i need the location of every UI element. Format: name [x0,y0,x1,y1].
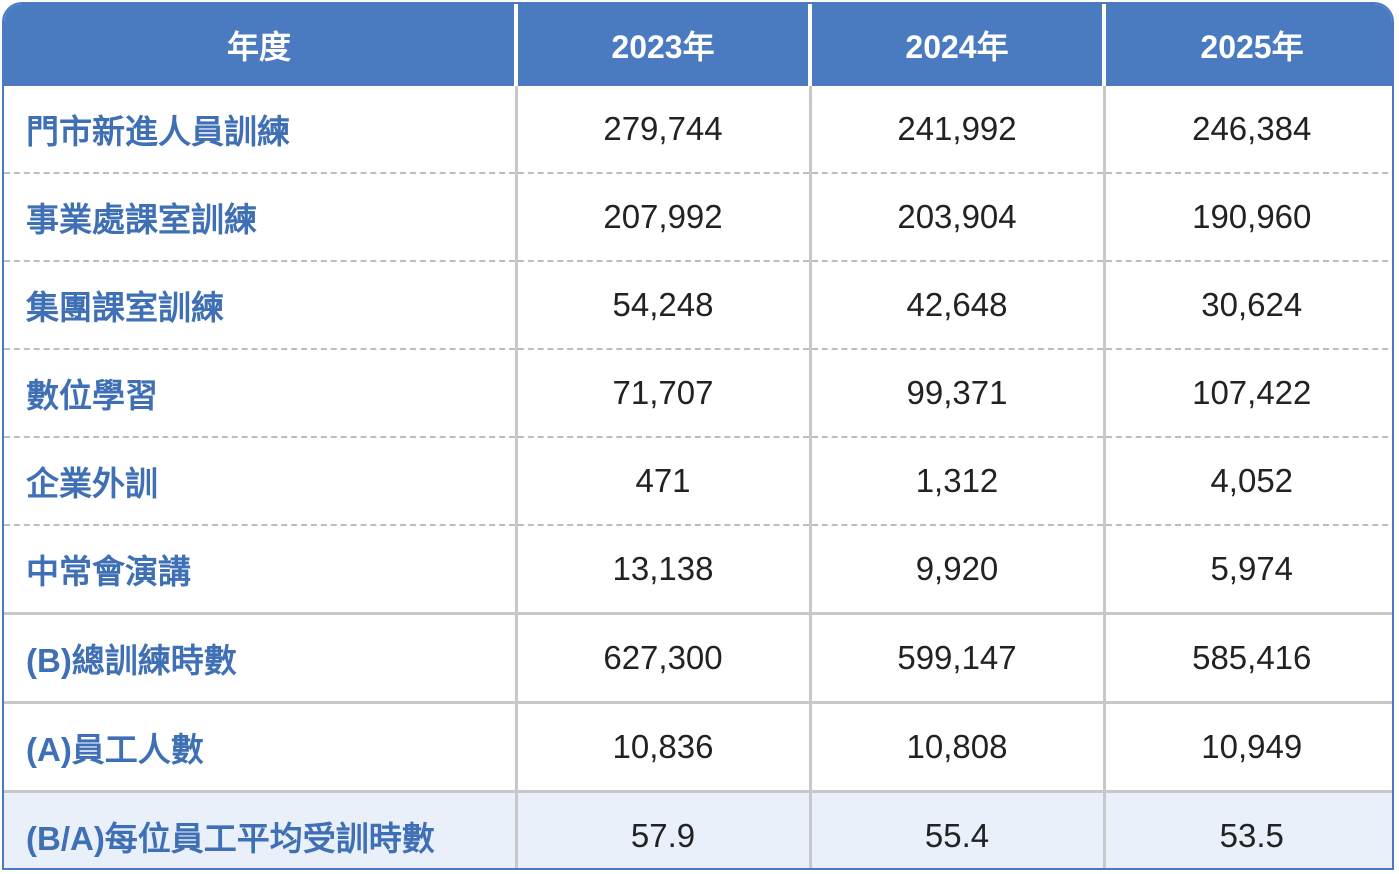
header-year-label: 年度 [4,4,516,86]
row-label: 門市新進人員訓練 [4,86,516,174]
table-row-average-hours: (B/A)每位員工平均受訓時數 57.9 55.4 53.5 [4,791,1392,868]
row-label: (B)總訓練時數 [4,613,516,704]
table-row: 企業外訓 471 1,312 4,052 [4,437,1392,526]
table-row-employee-count: (A)員工人數 10,836 10,808 10,949 [4,702,1392,793]
cell-value: 54,248 [514,261,810,350]
cell-value: 471 [514,437,810,526]
cell-value: 1,312 [808,437,1104,526]
cell-value: 30,624 [1102,261,1392,350]
table-row: 中常會演講 13,138 9,920 5,974 [4,525,1392,615]
table-row: 事業處課室訓練 207,992 203,904 190,960 [4,173,1392,262]
cell-value: 10,836 [514,702,810,793]
cell-value: 13,138 [514,525,810,615]
cell-value: 241,992 [808,86,1104,174]
row-label: 事業處課室訓練 [4,173,516,262]
table-row: 數位學習 71,707 99,371 107,422 [4,349,1392,438]
header-2024: 2024年 [808,4,1104,86]
row-label: 數位學習 [4,349,516,438]
header-row: 年度 2023年 2024年 2025年 [4,4,1392,86]
header-2025: 2025年 [1102,4,1392,86]
cell-value: 190,960 [1102,173,1392,262]
table-row: 集團課室訓練 54,248 42,648 30,624 [4,261,1392,350]
data-table: 年度 2023年 2024年 2025年 門市新進人員訓練 279,744 24… [4,4,1392,868]
cell-value: 4,052 [1102,437,1392,526]
row-label: (B/A)每位員工平均受訓時數 [4,791,516,868]
cell-value: 246,384 [1102,86,1392,174]
cell-value: 10,949 [1102,702,1392,793]
cell-value: 107,422 [1102,349,1392,438]
table-row: 門市新進人員訓練 279,744 241,992 246,384 [4,86,1392,174]
cell-value: 42,648 [808,261,1104,350]
cell-value: 5,974 [1102,525,1392,615]
row-label: 企業外訓 [4,437,516,526]
cell-value: 55.4 [808,791,1104,868]
cell-value: 585,416 [1102,613,1392,704]
cell-value: 57.9 [514,791,810,868]
cell-value: 71,707 [514,349,810,438]
cell-value: 9,920 [808,525,1104,615]
row-label: 集團課室訓練 [4,261,516,350]
cell-value: 203,904 [808,173,1104,262]
cell-value: 53.5 [1102,791,1392,868]
row-label: (A)員工人數 [4,702,516,793]
cell-value: 99,371 [808,349,1104,438]
table-row-total-hours: (B)總訓練時數 627,300 599,147 585,416 [4,613,1392,704]
cell-value: 599,147 [808,613,1104,704]
cell-value: 207,992 [514,173,810,262]
cell-value: 10,808 [808,702,1104,793]
cell-value: 279,744 [514,86,810,174]
header-2023: 2023年 [514,4,810,86]
row-label: 中常會演講 [4,525,516,615]
cell-value: 627,300 [514,613,810,704]
